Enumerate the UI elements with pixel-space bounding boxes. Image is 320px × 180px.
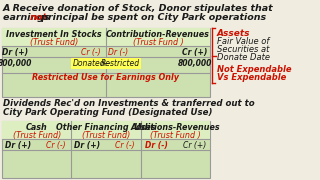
Text: Contribution-Revenues: Contribution-Revenues <box>106 30 210 39</box>
Text: Securities at: Securities at <box>217 45 269 54</box>
Text: Dr (-): Dr (-) <box>108 48 128 57</box>
Text: Additions-Revenues: Additions-Revenues <box>131 123 220 132</box>
Text: Other Financing  Uses: Other Financing Uses <box>56 123 156 132</box>
Text: City Park Operating Fund (Designated Use): City Park Operating Fund (Designated Use… <box>3 108 212 117</box>
Text: Dr (-): Dr (-) <box>145 141 168 150</box>
Text: principal be spent on City Park operations: principal be spent on City Park operatio… <box>38 13 266 22</box>
Text: Dr (+): Dr (+) <box>2 48 28 57</box>
Text: earnings: earnings <box>3 13 53 22</box>
Text: Assets: Assets <box>217 29 251 38</box>
Text: A Receive donation of Stock, Donor stipulates that: A Receive donation of Stock, Donor stipu… <box>3 4 274 13</box>
Text: Cr (-): Cr (-) <box>115 141 135 150</box>
Text: Cr (+): Cr (+) <box>183 141 206 150</box>
Bar <box>2 28 210 97</box>
Text: Investment In Stocks: Investment In Stocks <box>6 30 102 39</box>
Text: Cr (+): Cr (+) <box>182 48 208 57</box>
Bar <box>2 121 210 178</box>
Bar <box>2 28 210 46</box>
Text: Fair Value of: Fair Value of <box>217 37 269 46</box>
Text: Cash: Cash <box>26 123 48 132</box>
Text: Not Expendable: Not Expendable <box>217 65 292 74</box>
Text: Restricted Use for Earnings Only: Restricted Use for Earnings Only <box>33 73 180 82</box>
Text: (Trust Fund): (Trust Fund) <box>12 131 61 140</box>
Text: not: not <box>30 13 48 22</box>
Text: Cr (-): Cr (-) <box>81 48 101 57</box>
Text: (Trust Fund ): (Trust Fund ) <box>132 38 183 47</box>
Text: Vs Expendable: Vs Expendable <box>217 73 286 82</box>
Text: 800,000: 800,000 <box>178 59 212 68</box>
Bar <box>2 121 210 139</box>
Text: 800,000: 800,000 <box>0 59 32 68</box>
Text: (Trust Fund ): (Trust Fund ) <box>150 131 201 140</box>
Text: Donate Date: Donate Date <box>217 53 270 62</box>
Text: Dr (+): Dr (+) <box>4 141 31 150</box>
Text: Dividends Rec'd on Investments & tranferred out to: Dividends Rec'd on Investments & tranfer… <box>3 99 255 108</box>
Bar <box>71 58 141 69</box>
Text: (Trust Fund): (Trust Fund) <box>82 131 130 140</box>
Text: (Trust Fund): (Trust Fund) <box>30 38 78 47</box>
Text: Donated: Donated <box>73 59 105 68</box>
Text: Cr (-): Cr (-) <box>46 141 66 150</box>
Text: Dr (+): Dr (+) <box>74 141 100 150</box>
Text: Restricted: Restricted <box>100 59 140 68</box>
Text: —: — <box>102 59 110 68</box>
